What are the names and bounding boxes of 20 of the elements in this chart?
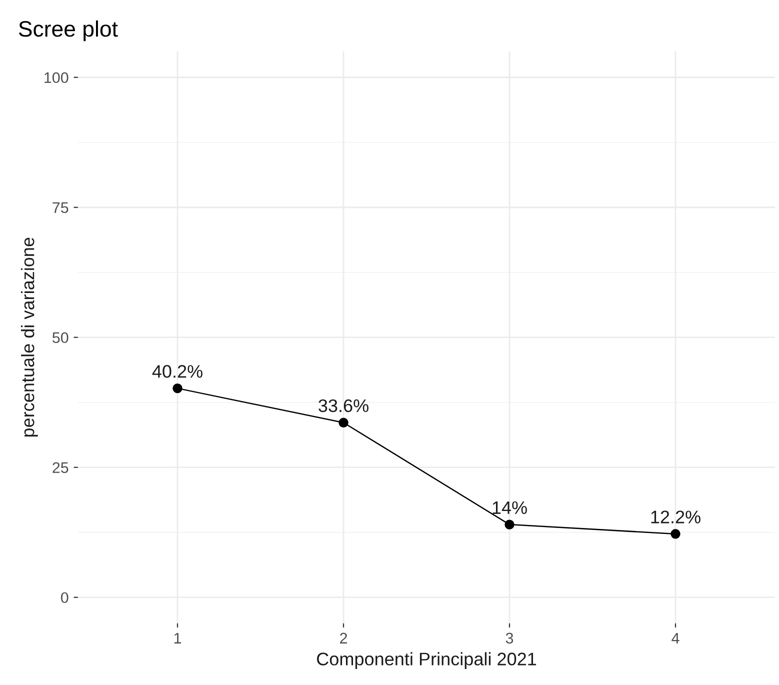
chart-title: Scree plot [18,20,118,42]
y-tick-label: 25 [52,462,68,474]
data-label: 40.2% [152,365,202,378]
x-tick-label: 2 [340,632,347,644]
point [670,529,680,539]
y-tick-label: 100 [44,72,68,84]
point [172,383,182,394]
y-tick-label: 0 [60,592,68,604]
point [338,418,348,428]
y-tick-label: 50 [52,332,68,344]
data-label: 14% [492,501,527,514]
y-axis-title: percentuale di variazione [21,238,38,437]
x-tick-label: 1 [174,632,182,644]
x-tick-label: 4 [672,632,680,644]
y-tick-label: 75 [52,202,68,214]
data-label: 12.2% [651,510,700,524]
x-axis-title: Componenti Principali 2021 [317,652,536,670]
point [504,520,514,530]
data-label: 33.6% [318,399,368,412]
x-tick-label: 3 [506,632,514,644]
